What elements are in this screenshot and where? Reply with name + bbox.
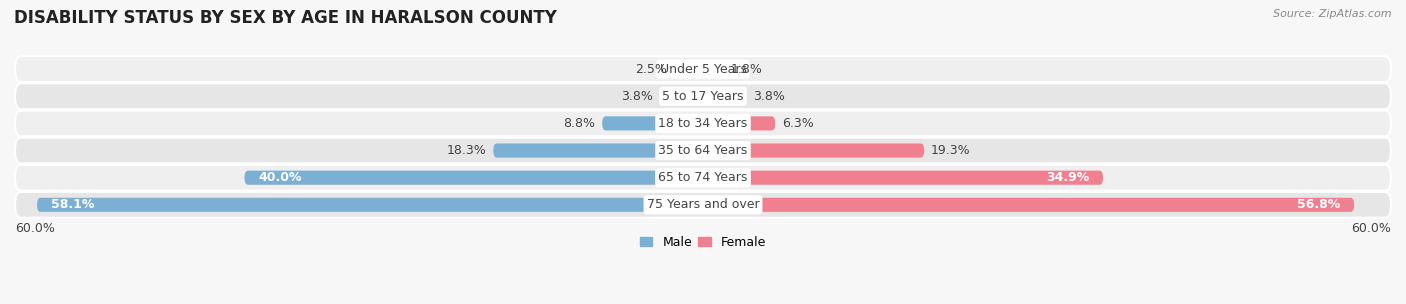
Text: 8.8%: 8.8% — [564, 117, 595, 130]
Text: 75 Years and over: 75 Years and over — [647, 198, 759, 211]
Text: 65 to 74 Years: 65 to 74 Years — [658, 171, 748, 184]
Text: 35 to 64 Years: 35 to 64 Years — [658, 144, 748, 157]
Text: 60.0%: 60.0% — [1351, 222, 1391, 235]
FancyBboxPatch shape — [15, 165, 1391, 191]
Text: 19.3%: 19.3% — [931, 144, 970, 157]
FancyBboxPatch shape — [15, 56, 1391, 82]
FancyBboxPatch shape — [37, 198, 703, 212]
FancyBboxPatch shape — [15, 83, 1391, 109]
FancyBboxPatch shape — [602, 116, 703, 130]
Text: 2.5%: 2.5% — [636, 63, 668, 76]
FancyBboxPatch shape — [703, 62, 724, 76]
FancyBboxPatch shape — [703, 89, 747, 103]
Text: 3.8%: 3.8% — [620, 90, 652, 103]
Text: 18.3%: 18.3% — [447, 144, 486, 157]
Text: 34.9%: 34.9% — [1046, 171, 1090, 184]
FancyBboxPatch shape — [15, 192, 1391, 218]
Text: 60.0%: 60.0% — [15, 222, 55, 235]
Text: 1.8%: 1.8% — [731, 63, 762, 76]
FancyBboxPatch shape — [15, 111, 1391, 136]
FancyBboxPatch shape — [15, 138, 1391, 164]
FancyBboxPatch shape — [703, 116, 775, 130]
Text: 56.8%: 56.8% — [1298, 198, 1340, 211]
FancyBboxPatch shape — [675, 62, 703, 76]
Text: Source: ZipAtlas.com: Source: ZipAtlas.com — [1274, 9, 1392, 19]
Text: 5 to 17 Years: 5 to 17 Years — [662, 90, 744, 103]
FancyBboxPatch shape — [703, 198, 1354, 212]
FancyBboxPatch shape — [494, 143, 703, 157]
Text: DISABILITY STATUS BY SEX BY AGE IN HARALSON COUNTY: DISABILITY STATUS BY SEX BY AGE IN HARAL… — [14, 9, 557, 27]
Text: Under 5 Years: Under 5 Years — [659, 63, 747, 76]
Text: 6.3%: 6.3% — [782, 117, 814, 130]
FancyBboxPatch shape — [703, 143, 924, 157]
FancyBboxPatch shape — [659, 89, 703, 103]
FancyBboxPatch shape — [703, 171, 1104, 185]
FancyBboxPatch shape — [245, 171, 703, 185]
Legend: Male, Female: Male, Female — [636, 231, 770, 254]
Text: 40.0%: 40.0% — [259, 171, 302, 184]
Text: 3.8%: 3.8% — [754, 90, 786, 103]
Text: 18 to 34 Years: 18 to 34 Years — [658, 117, 748, 130]
Text: 58.1%: 58.1% — [51, 198, 94, 211]
